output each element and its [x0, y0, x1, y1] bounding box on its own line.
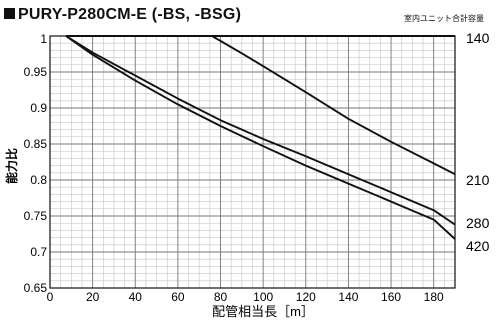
y-tick-label: 0.9	[30, 101, 47, 115]
title-row: PURY-P280CM-E (-BS, -BSG) 室内ユニット合計容量	[4, 4, 492, 26]
x-tick-label: 40	[129, 290, 143, 304]
y-tick-label: 0.7	[30, 245, 47, 259]
series-label-420: 420	[466, 238, 490, 254]
series-labels: 140 210 280 420	[466, 30, 490, 254]
x-axis-ticks: 0 20 40 60 80 100 120 140 160 180	[47, 290, 444, 304]
x-tick-label: 180	[424, 290, 444, 304]
x-tick-label: 160	[381, 290, 401, 304]
x-tick-label: 120	[296, 290, 316, 304]
x-tick-label: 140	[338, 290, 358, 304]
title-square-icon	[4, 8, 15, 19]
y-tick-label: 0.8	[30, 173, 47, 187]
series-label-210: 210	[466, 172, 490, 188]
y-tick-label: 0.85	[24, 137, 48, 151]
series-label-140: 140	[466, 30, 490, 46]
page-title: PURY-P280CM-E (-BS, -BSG)	[4, 6, 241, 24]
y-axis-ticks: 0.65 0.7 0.75 0.8 0.85 0.9 0.95 1	[24, 32, 48, 295]
y-axis-label: 能力比	[4, 148, 19, 184]
y-tick-label: 0.75	[24, 209, 48, 223]
y-tick-label-top: 1	[40, 32, 47, 46]
series-line-420	[65, 35, 456, 240]
x-axis-label: 配管相当長［m］	[212, 304, 314, 319]
plot-frame	[49, 35, 456, 289]
y-tick-label: 0.95	[24, 65, 48, 79]
x-tick-label: 100	[253, 290, 273, 304]
series-label-280: 280	[466, 215, 490, 231]
series-line-280	[65, 35, 456, 226]
grid-minor	[50, 36, 456, 288]
series-line-210	[211, 35, 456, 176]
x-tick-label: 60	[171, 290, 185, 304]
page-title-text: PURY-P280CM-E (-BS, -BSG)	[18, 6, 242, 23]
x-tick-label: 20	[86, 290, 100, 304]
x-tick-label: 80	[214, 290, 228, 304]
legend-title: 室内ユニット合計容量	[404, 14, 484, 23]
x-tick-label: 0	[47, 290, 54, 304]
y-tick-label: 0.65	[24, 281, 48, 295]
